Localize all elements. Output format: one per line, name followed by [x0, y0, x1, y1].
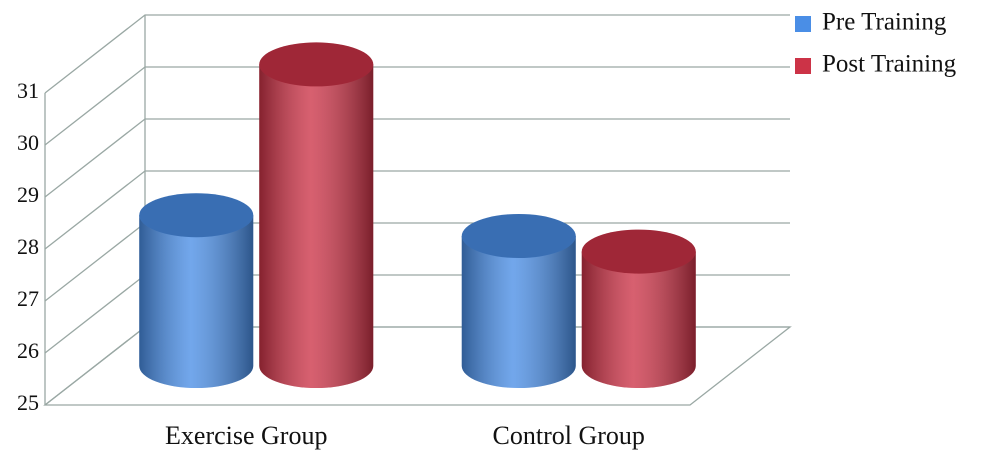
y-tick-label: 29	[17, 182, 39, 207]
legend-swatch	[795, 16, 811, 32]
cylinder-top	[259, 42, 374, 87]
y-tick-label: 25	[17, 390, 39, 415]
y-tick-label: 27	[17, 286, 39, 311]
legend-label: Pre Training	[822, 9, 947, 36]
cylinder-top-shade	[461, 214, 576, 258]
cylinder	[139, 193, 254, 388]
legend-swatch	[795, 58, 811, 74]
grid-line	[44, 66, 790, 146]
grid-line	[44, 14, 790, 94]
cylinder-top	[139, 193, 254, 238]
y-tick-label: 28	[17, 234, 39, 259]
cylinder-shade	[259, 64, 374, 389]
cylinder-top-shade	[581, 229, 696, 274]
cylinder-top-shade	[259, 42, 374, 87]
cylinder	[259, 42, 374, 389]
cylinder-top	[461, 214, 576, 258]
cylinder-shade	[139, 215, 254, 388]
cylinder-shade	[461, 236, 576, 388]
grid-line	[44, 170, 790, 250]
cylinder	[461, 214, 576, 388]
y-tick-label: 30	[17, 130, 39, 155]
cylinder	[581, 229, 696, 388]
cylinder-shade	[581, 251, 696, 388]
y-tick-label: 31	[17, 78, 39, 103]
cylinder-top	[581, 229, 696, 274]
cylinder-top-shade	[139, 193, 254, 238]
legend-label: Post Training	[822, 51, 957, 78]
grid-line	[44, 118, 790, 198]
x-tick-label: Exercise Group	[165, 421, 327, 450]
x-tick-label: Control Group	[493, 421, 645, 450]
y-tick-label: 26	[17, 338, 39, 363]
